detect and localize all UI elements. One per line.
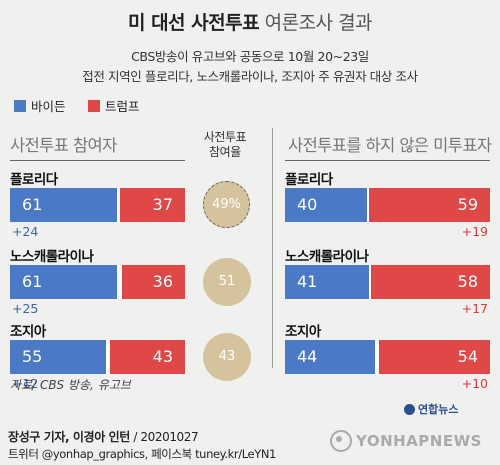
- left-state-label-2: 조지아: [10, 324, 46, 340]
- left-margin-2: +12: [12, 376, 39, 391]
- right-margin-2: +10: [461, 376, 488, 391]
- right-value-trump-2: 54: [457, 347, 478, 366]
- left-bar-trump-2: [109, 340, 185, 374]
- title-bold: 미 대선 사전투표: [127, 12, 260, 34]
- right-panel-title: 사전투표를 하지 않은 미투표자: [288, 136, 492, 155]
- panel-divider: [272, 128, 273, 368]
- left-bar-gap-1: [116, 265, 122, 299]
- subtitle-line-2: 접전 지역인 플로리다, 노스캐롤라이나, 조지아 주 유권자 대상 조사: [82, 69, 418, 84]
- right-bar-gap-1: [369, 265, 372, 299]
- watermark-text: YONHAPNEWS: [356, 432, 482, 450]
- right-bar-gap-2: [375, 340, 380, 374]
- left-bar-trump-0: [120, 188, 185, 222]
- right-bar-trump-1: [371, 265, 490, 299]
- right-value-biden-0: 40: [297, 195, 318, 214]
- yonhap-logo-small: 연합뉴스: [404, 401, 458, 417]
- right-state-label-0: 플로리다: [285, 172, 333, 188]
- left-value-biden-0: 61: [22, 195, 43, 214]
- chart-title: 미 대선 사전투표 여론조사 결과: [0, 8, 500, 35]
- turnout-circle-1: 51: [203, 258, 251, 306]
- left-state-label-0: 플로리다: [10, 172, 58, 188]
- right-value-biden-2: 44: [297, 347, 318, 366]
- left-panel-rule: [10, 160, 185, 161]
- left-bar-biden-0: [10, 188, 117, 222]
- legend-swatch-trump: [88, 99, 100, 112]
- turnout-circle-0: 49%: [203, 181, 250, 228]
- left-value-biden-1: 61: [22, 272, 43, 291]
- right-state-label-1: 노스캐롤라이나: [285, 249, 369, 265]
- right-value-biden-1: 41: [297, 272, 318, 291]
- credit-authors: 장성구 기자, 이경아 인턴: [8, 430, 130, 444]
- subtitle-line-1: CBS방송이 유고브와 공동으로 10월 20~23일: [131, 49, 369, 64]
- left-bar-gap-0: [116, 188, 121, 222]
- yonhap-logo-text: 연합뉴스: [418, 403, 459, 416]
- right-value-trump-1: 58: [457, 272, 478, 291]
- credit-date: / 20201027: [129, 430, 199, 444]
- left-value-trump-2: 43: [152, 347, 173, 366]
- yonhap-ring-icon: [330, 430, 352, 452]
- right-bar-biden-0: [285, 188, 367, 222]
- right-bar-trump-0: [369, 188, 490, 222]
- left-margin-1: +25: [12, 301, 39, 316]
- legend-label-biden: 바이든: [31, 99, 66, 114]
- turnout-circle-2: 43: [203, 333, 251, 381]
- legend-item-biden: 바이든: [14, 96, 66, 115]
- right-bar-trump-2: [379, 340, 490, 374]
- source-note: 자료/ CBS 방송, 유고브: [10, 378, 131, 392]
- yonhapnews-watermark: YONHAPNEWS: [330, 430, 482, 452]
- left-bar-trump-1: [122, 265, 185, 299]
- yonhap-logo-icon: [404, 403, 415, 415]
- right-margin-1: +17: [461, 301, 488, 316]
- left-bar-biden-2: [10, 340, 107, 374]
- right-bar-biden-1: [285, 265, 370, 299]
- left-value-trump-1: 36: [152, 272, 173, 291]
- legend-item-trump: 트럼프: [88, 96, 140, 115]
- left-margin-0: +24: [12, 224, 39, 239]
- right-state-label-2: 조지아: [285, 324, 321, 340]
- right-bar-gap-0: [367, 188, 370, 222]
- left-value-biden-2: 55: [22, 347, 43, 366]
- right-margin-0: +19: [461, 224, 488, 239]
- left-value-trump-0: 37: [152, 195, 173, 214]
- left-panel-title: 사전투표 참여자: [10, 136, 117, 155]
- social-credit: 트위터 @yonhap_graphics, 페이스북 tuney.kr/LeYN…: [8, 447, 276, 461]
- right-panel-rule: [285, 160, 490, 161]
- title-normal: 여론조사 결과: [264, 12, 373, 34]
- left-bar-biden-1: [10, 265, 117, 299]
- credit-line: 장성구 기자, 이경아 인턴 / 20201027: [8, 428, 199, 445]
- left-bar-gap-2: [106, 340, 110, 374]
- right-value-trump-0: 59: [457, 195, 478, 214]
- left-state-label-1: 노스캐롤라이나: [10, 249, 94, 265]
- legend-swatch-biden: [14, 99, 26, 112]
- right-bar-biden-2: [285, 340, 376, 374]
- turnout-label: 사전투표 참여율: [203, 130, 247, 159]
- legend-label-trump: 트럼프: [105, 99, 140, 114]
